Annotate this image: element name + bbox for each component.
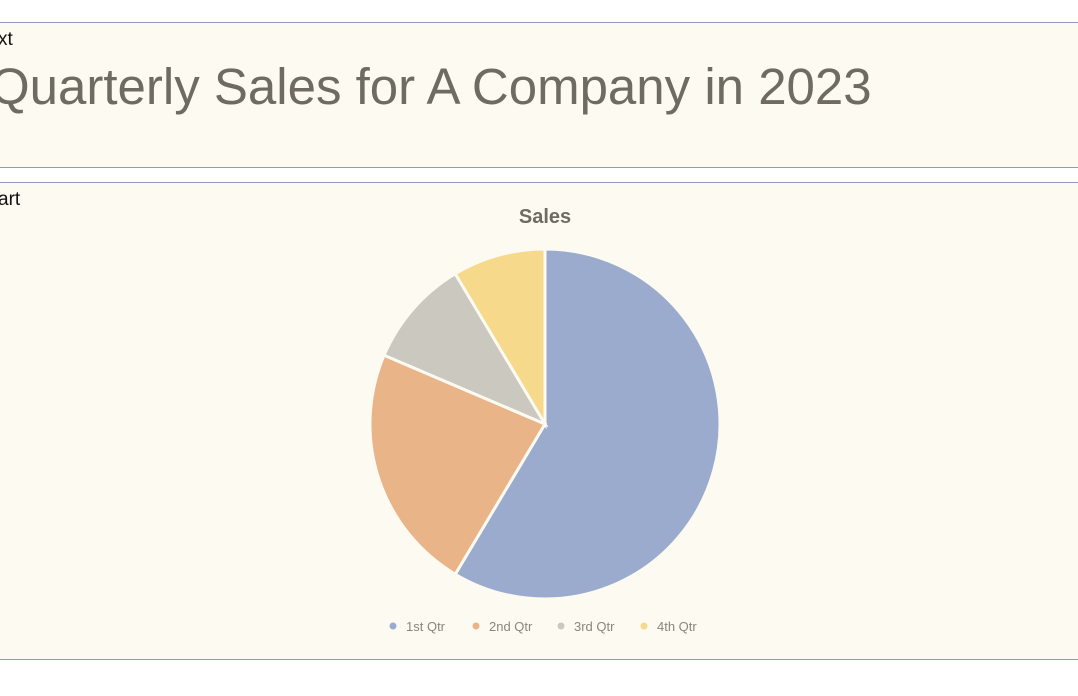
legend-marker: [389, 622, 397, 630]
placeholder-label: xt: [0, 29, 13, 50]
pie-slice-1[interactable]: [453, 247, 722, 601]
pie-slice-4[interactable]: [453, 247, 547, 430]
legend-marker: [472, 622, 480, 630]
legend-marker: [640, 622, 648, 630]
legend-label: 2nd Qtr: [489, 619, 533, 634]
pie-slice-2[interactable]: [368, 353, 548, 577]
placeholder-label: art: [0, 189, 21, 210]
legend-label: 4th Qtr: [657, 619, 697, 634]
legend-marker: [557, 622, 565, 630]
slide-title[interactable]: Quarterly Sales for A Company in 2023: [0, 58, 872, 115]
legend-label: 1st Qtr: [406, 619, 446, 634]
chart-title: Sales: [519, 206, 571, 228]
pie-slice-3[interactable]: [382, 271, 549, 428]
legend-label: 3rd Qtr: [574, 619, 615, 634]
title-placeholder[interactable]: xt Quarterly Sales for A Company in 2023: [0, 22, 1078, 168]
